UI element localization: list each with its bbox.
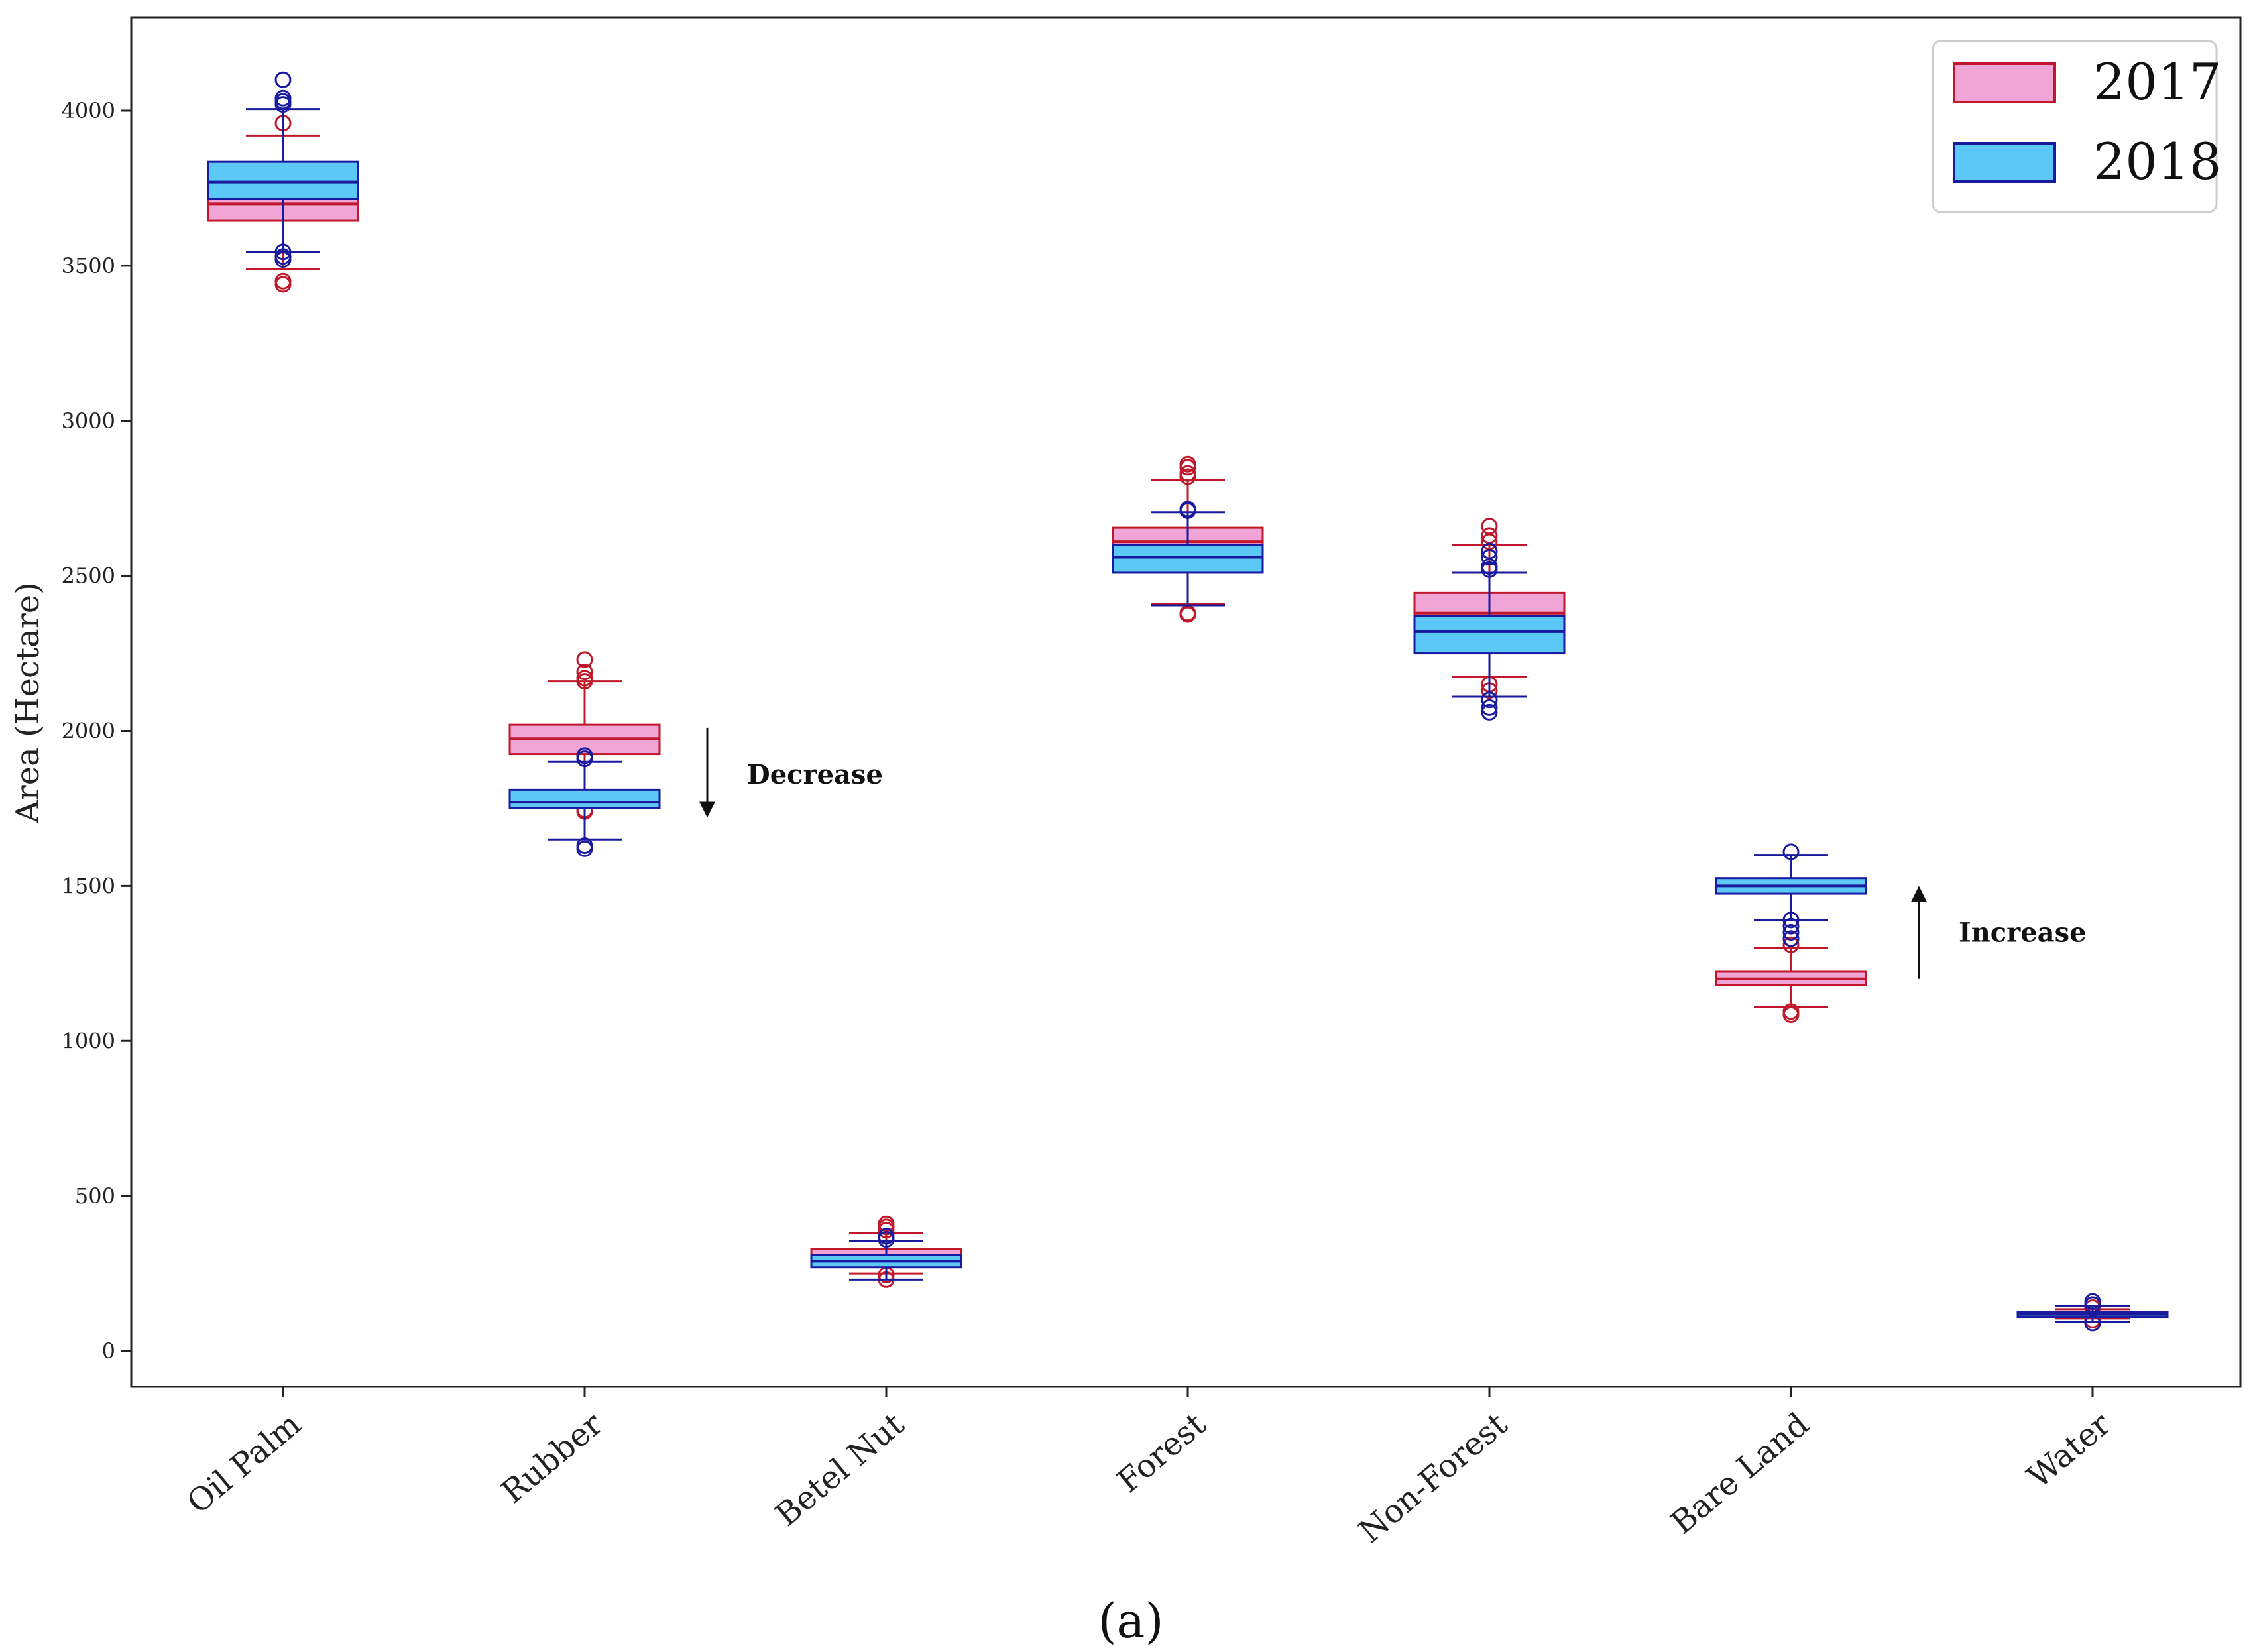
figure-caption: (a) xyxy=(1098,1593,1163,1649)
outlier-point xyxy=(878,1228,895,1245)
box-2018-5 xyxy=(1715,843,1867,947)
outlier-point xyxy=(1782,917,1800,935)
legend-label-2017: 2017 xyxy=(2093,52,2221,111)
y-tick-label: 2000 xyxy=(62,719,115,744)
legend-swatch-2017 xyxy=(1953,62,2056,103)
outlier-point xyxy=(274,272,292,290)
outlier-point xyxy=(1782,924,1800,941)
outlier-point xyxy=(1481,542,1498,560)
annotation-down: Decrease xyxy=(699,727,883,818)
outlier-point xyxy=(274,71,292,88)
outlier-point xyxy=(1481,518,1498,535)
box-iqr xyxy=(1413,615,1566,655)
box-2018-1 xyxy=(508,747,661,857)
annotation-label: Increase xyxy=(1959,917,2087,949)
annotations: Decrease Increase xyxy=(699,727,2087,979)
annotation-up: Increase xyxy=(1911,886,2087,979)
plot-area-frame xyxy=(130,16,2242,1388)
arrow-down-icon xyxy=(699,801,715,818)
box-2018-2 xyxy=(810,1228,962,1281)
box-iqr xyxy=(207,160,359,200)
arrow-up-icon xyxy=(1911,886,1927,902)
outlier-point xyxy=(1782,930,1800,947)
box-2018-3 xyxy=(1112,501,1264,607)
y-tick-label: 3000 xyxy=(62,408,115,434)
y-axis-label: Area (Hectare) xyxy=(9,582,46,824)
outlier-point xyxy=(1481,703,1498,721)
outlier-point xyxy=(1481,549,1498,566)
legend-swatch-2018 xyxy=(1953,142,2056,183)
outlier-point xyxy=(1481,699,1498,716)
y-tick-label: 1000 xyxy=(62,1028,115,1053)
outlier-point xyxy=(1481,691,1498,709)
box-series xyxy=(207,71,2169,1332)
box-2017-5 xyxy=(1715,930,1867,1023)
outlier-point xyxy=(576,837,593,855)
outlier-point xyxy=(576,664,593,681)
y-tick-label: 0 xyxy=(102,1338,115,1364)
box-iqr xyxy=(1112,544,1264,574)
y-tick-label: 500 xyxy=(75,1183,115,1209)
outlier-point xyxy=(1179,465,1196,482)
annotation-label: Decrease xyxy=(747,759,883,790)
outlier-point xyxy=(274,243,292,261)
outlier-point xyxy=(576,651,593,668)
box-iqr xyxy=(508,788,661,809)
outlier-point xyxy=(2084,1315,2101,1332)
legend-label-2018: 2018 xyxy=(2093,132,2221,191)
outlier-point xyxy=(1179,501,1196,518)
outlier-point xyxy=(1179,455,1196,473)
outlier-point xyxy=(1782,1003,1800,1020)
box-2018-0 xyxy=(207,71,359,268)
outlier-point xyxy=(274,89,292,107)
outlier-point xyxy=(2084,1293,2101,1310)
box-2018-4 xyxy=(1413,542,1566,721)
y-axis: 0 500 1000 1500 2000 2500 3000 3500 4000 xyxy=(62,98,131,1364)
box-2018-6 xyxy=(2016,1293,2169,1332)
y-tick-label: 3500 xyxy=(62,253,115,278)
y-tick-label: 2500 xyxy=(62,563,115,589)
y-tick-label: 4000 xyxy=(62,98,115,123)
outlier-point xyxy=(576,670,593,687)
legend: 2017 2018 xyxy=(1932,40,2221,213)
y-tick-label: 1500 xyxy=(62,873,115,898)
outlier-point xyxy=(1782,912,1800,929)
outlier-point xyxy=(274,248,292,265)
outlier-point xyxy=(576,747,593,764)
outlier-point xyxy=(1782,843,1800,860)
outlier-point xyxy=(1782,936,1800,953)
